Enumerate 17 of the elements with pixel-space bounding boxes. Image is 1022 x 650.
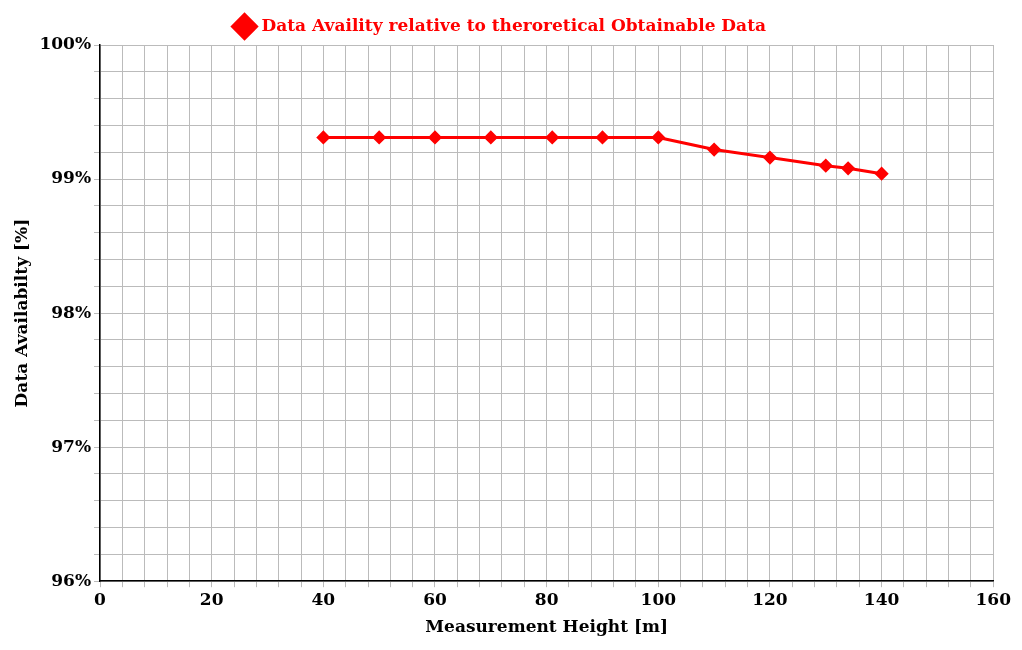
legend-label: Data Availity relative to theroretical Obtainable Data [261,14,767,35]
y-tick-label: 100% [39,33,92,54]
y-tick-label: 98% [51,301,92,322]
y-tick-label: 96% [51,569,92,590]
x-tick-label: 160 [975,588,1012,609]
x-tick-label: 60 [423,588,447,609]
x-tick-label: 140 [863,588,900,609]
x-tick-label: 120 [752,588,788,609]
y-axis-title: Data Availabilty [%] [10,218,31,408]
x-tick-label: 100 [640,588,677,609]
x-tick-label: 20 [199,588,224,609]
x-tick-label: 80 [534,588,559,609]
y-tick-label: 99% [51,167,92,188]
x-tick-label: 0 [94,588,107,609]
x-tick-label: 40 [311,588,336,609]
y-tick-label: 97% [51,435,92,456]
x-axis-title: Measurement Height [m] [425,616,669,637]
